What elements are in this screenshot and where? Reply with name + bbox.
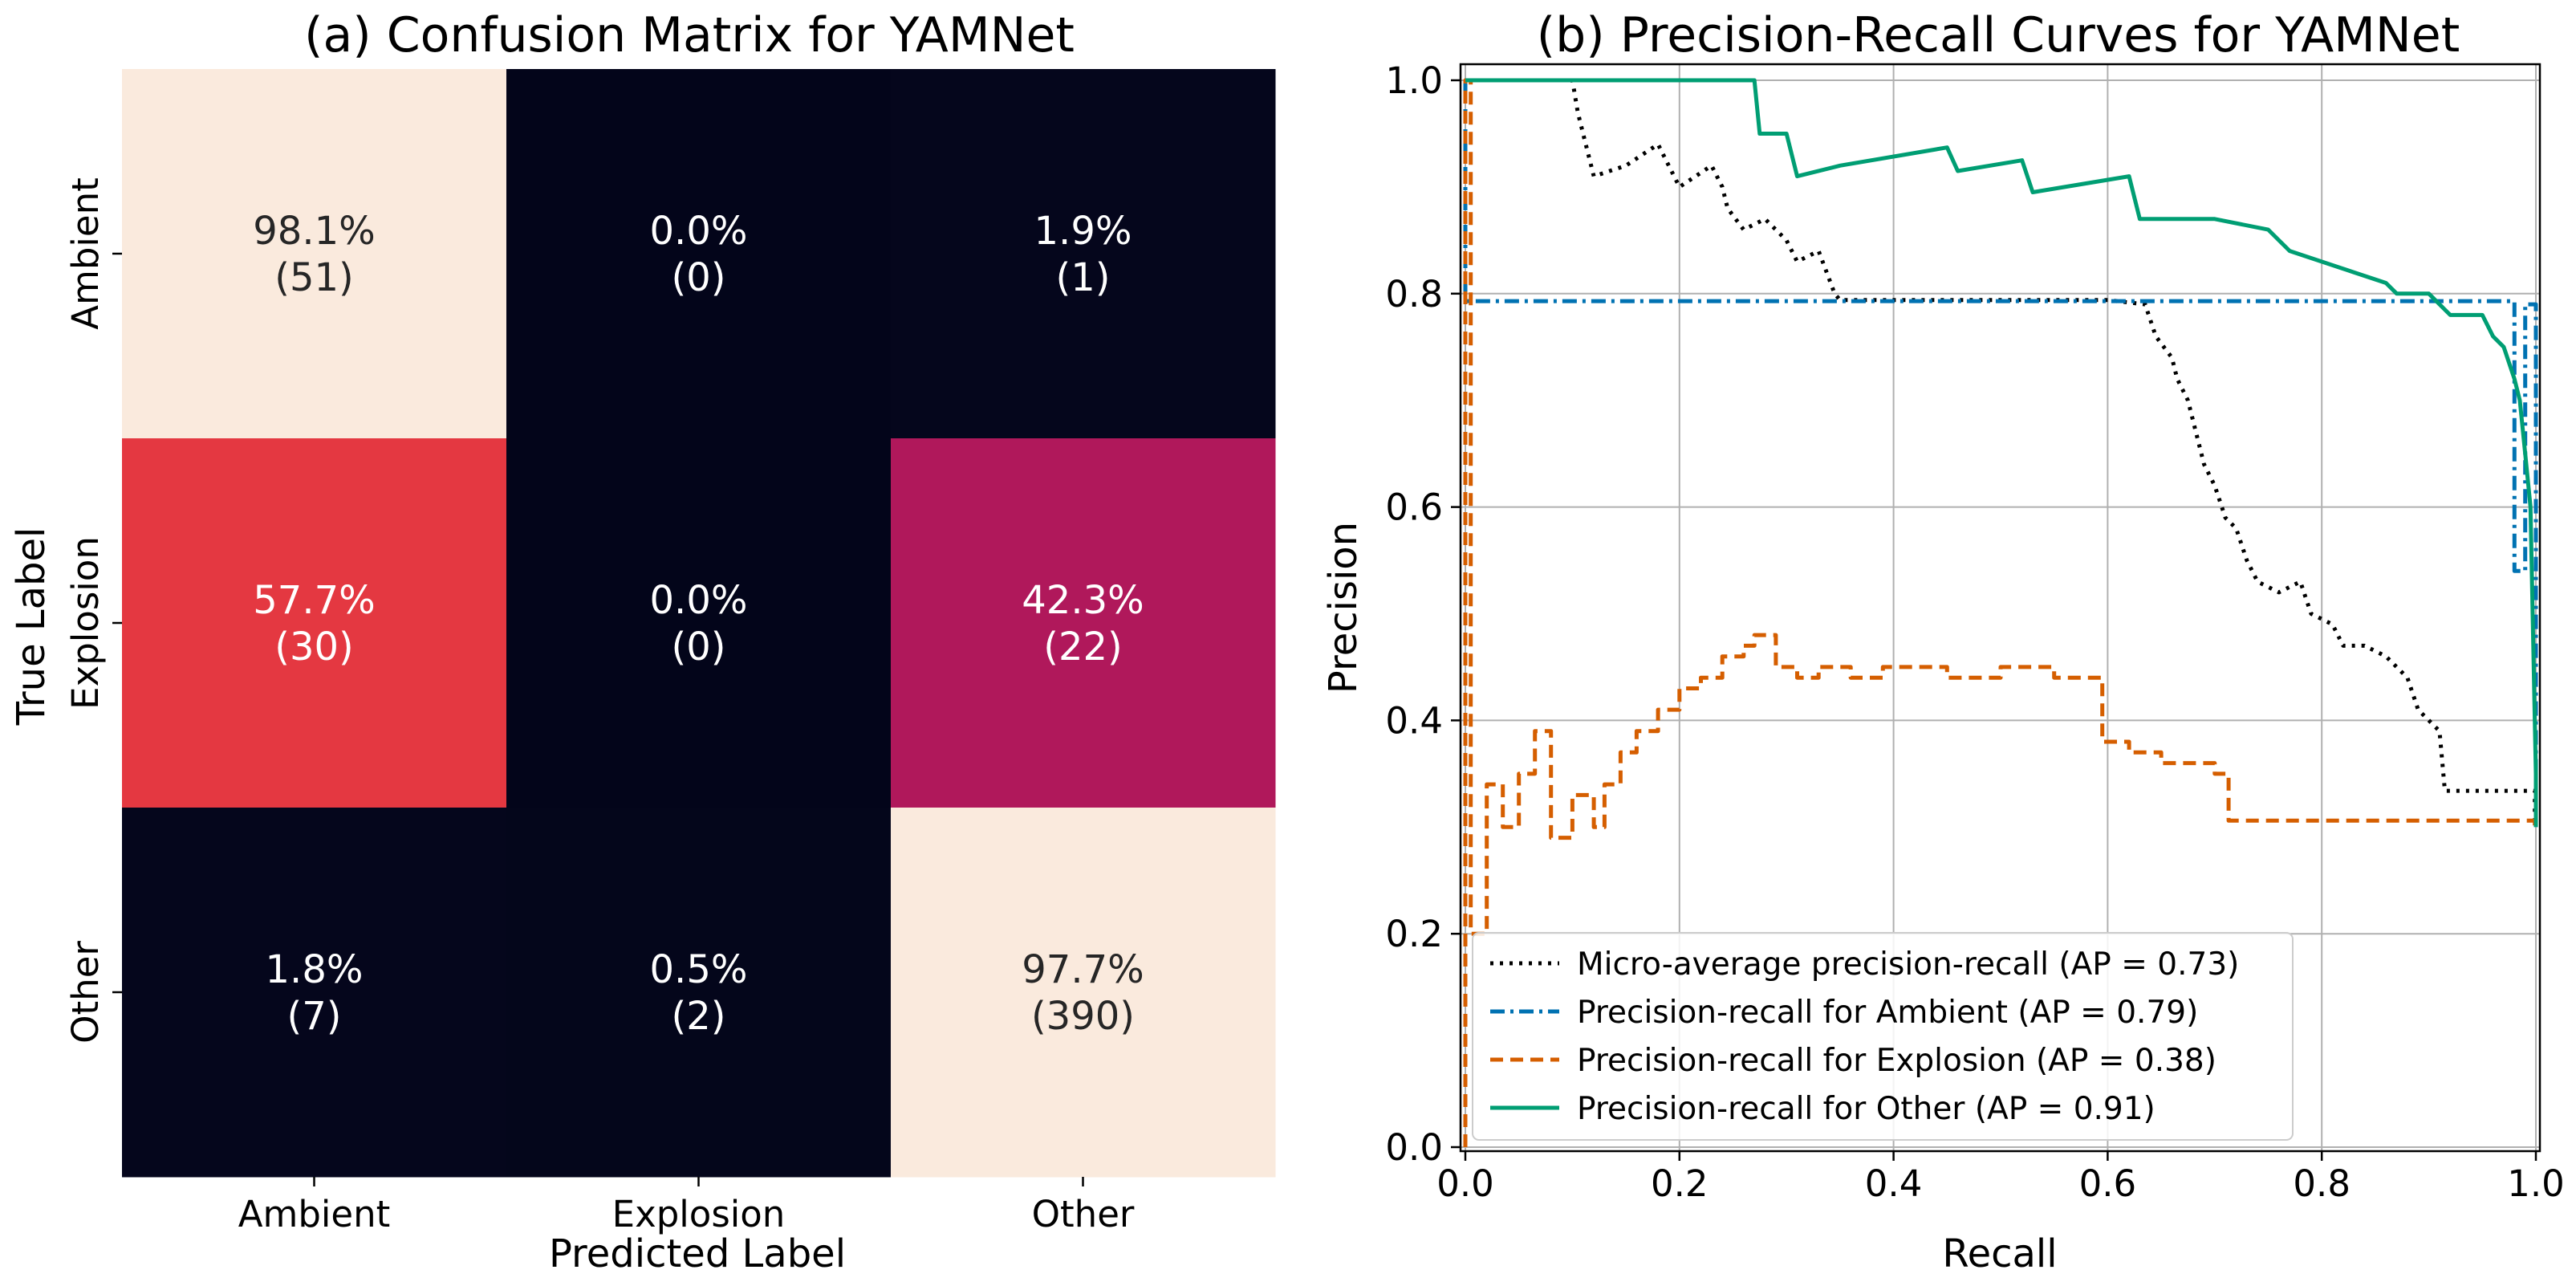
- legend-label: Precision-recall for Explosion (AP = 0.3…: [1577, 1043, 2216, 1079]
- x-tick-label: 0.0: [1436, 1162, 1494, 1205]
- pr-curve-dotted: [1465, 78, 2537, 828]
- cell-percent-label: 97.7%: [1022, 947, 1144, 992]
- legend-box: [1472, 932, 2294, 1141]
- cell-count-label: (2): [672, 994, 726, 1039]
- x-tick-label: Other: [1032, 1193, 1135, 1235]
- cell-percent-label: 42.3%: [1022, 578, 1144, 623]
- precision-recall-ticks: 0.0 0.2 0.4 0.6 0.8 1.0 0.0 0.2 0.4 0.6 0.8 1.0: [1385, 59, 2564, 1205]
- legend-label: Micro-average precision-recall (AP = 0.7…: [1577, 946, 2239, 983]
- x-tick-label: 0.4: [1865, 1162, 1923, 1205]
- precision-recall-title: (b) Precision-Recall Curves for YAMNet: [1537, 7, 2460, 63]
- x-tick-label: Ambient: [238, 1193, 391, 1235]
- x-tick-label: Explosion: [612, 1193, 786, 1235]
- x-tick-label: 0.2: [1651, 1162, 1709, 1205]
- confusion-matrix-cell: [506, 69, 892, 439]
- confusion-matrix-cell: [891, 808, 1276, 1178]
- cell-count-label: (7): [287, 994, 342, 1039]
- precision-recall-y-axis-label: Precision: [1321, 522, 1366, 694]
- confusion-matrix-panel: (a) Confusion Matrix for YAMNet 98.1%(51…: [9, 7, 1276, 1276]
- y-tick-label: 1.0: [1385, 59, 1443, 102]
- precision-recall-x-axis-label: Recall: [1942, 1231, 2057, 1276]
- legend-label: Precision-recall for Ambient (AP = 0.79): [1577, 995, 2198, 1031]
- cell-count-label: (51): [274, 255, 354, 300]
- pr-curve-dashed: [1463, 78, 2537, 1147]
- confusion-matrix-cells: 98.1%(51)0.0%(0)1.9%(1)57.7%(30)0.0%(0)4…: [122, 69, 1276, 1178]
- cell-percent-label: 1.8%: [266, 947, 364, 992]
- precision-recall-panel: (b) Precision-Recall Curves for YAMNet 0…: [1321, 7, 2565, 1276]
- cell-count-label: (22): [1043, 625, 1123, 669]
- y-tick-label: Explosion: [64, 536, 107, 710]
- confusion-matrix-ticks: Ambient Explosion Other Ambient Explosion Oth…: [64, 177, 1135, 1235]
- confusion-matrix-y-axis-label: True Label: [9, 527, 54, 726]
- precision-recall-series: [1463, 78, 2538, 1147]
- y-tick-label: 0.4: [1385, 699, 1443, 742]
- x-tick-label: 0.6: [2079, 1162, 2137, 1205]
- cell-percent-label: 1.9%: [1034, 209, 1132, 254]
- cell-count-label: (0): [672, 625, 726, 669]
- confusion-matrix-cell: [891, 69, 1276, 439]
- precision-recall-legend: Micro-average precision-recall (AP = 0.7…: [1472, 932, 2294, 1141]
- confusion-matrix-cell: [891, 438, 1276, 808]
- cell-percent-label: 98.1%: [253, 209, 375, 254]
- confusion-matrix-cell: [506, 438, 892, 808]
- cell-count-label: (0): [672, 255, 726, 300]
- y-tick-label: Ambient: [64, 177, 107, 330]
- confusion-matrix-x-axis-label: Predicted Label: [549, 1231, 846, 1276]
- cell-percent-label: 0.0%: [650, 578, 748, 623]
- x-tick-label: 1.0: [2507, 1162, 2565, 1205]
- y-tick-label: 0.2: [1385, 913, 1443, 955]
- x-tick-label: 0.8: [2293, 1162, 2350, 1205]
- y-tick-label: 0.0: [1385, 1126, 1443, 1169]
- cell-percent-label: 57.7%: [253, 578, 375, 623]
- confusion-matrix-cell: [122, 808, 507, 1178]
- pr-curve-solid: [1465, 78, 2538, 828]
- confusion-matrix-cell: [122, 69, 507, 439]
- y-tick-label: 0.6: [1385, 486, 1443, 529]
- cell-count-label: (1): [1056, 255, 1111, 300]
- cell-count-label: (390): [1031, 994, 1135, 1039]
- precision-recall-plot-frame: [1459, 63, 2541, 1153]
- confusion-matrix-cell: [506, 808, 892, 1178]
- cell-count-label: (30): [274, 625, 354, 669]
- confusion-matrix-title: (a) Confusion Matrix for YAMNet: [304, 7, 1075, 63]
- y-tick-label: 0.8: [1385, 273, 1443, 315]
- y-tick-label: Other: [64, 941, 107, 1044]
- cell-percent-label: 0.5%: [650, 947, 748, 992]
- cell-percent-label: 0.0%: [650, 209, 748, 254]
- legend-label: Precision-recall for Other (AP = 0.91): [1577, 1091, 2155, 1127]
- pr-curve-dashdot: [1463, 80, 2538, 828]
- confusion-matrix-cell: [122, 438, 507, 808]
